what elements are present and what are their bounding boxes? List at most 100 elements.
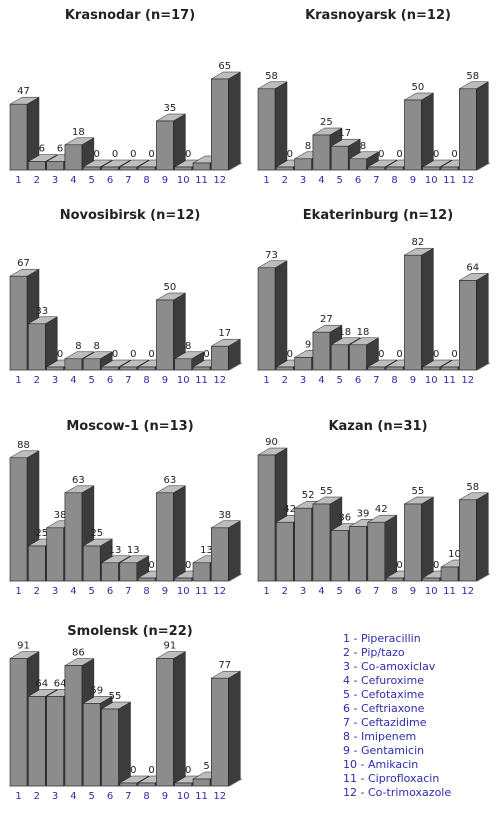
bar-side bbox=[274, 81, 288, 171]
x-tick-label: 5 bbox=[337, 375, 343, 386]
x-tick-label: 1 bbox=[15, 586, 21, 597]
x-tick-label: 4 bbox=[70, 791, 76, 802]
bar-value-label: 59 bbox=[90, 685, 103, 696]
bar-front bbox=[174, 166, 192, 171]
x-tick-label: 12 bbox=[213, 791, 226, 802]
chart-panel: Kazan (n=31) 90 1 42 2 52 3 55 4 36 5 39 6 42 7 0 8 55 9 0 1… bbox=[256, 419, 498, 614]
bar-value-label: 0 bbox=[112, 149, 118, 160]
bar-value-label: 0 bbox=[57, 349, 63, 360]
bar-value-label: 55 bbox=[412, 486, 425, 497]
bar-value-label: 8 bbox=[360, 141, 366, 152]
bar-value-label: 9 bbox=[305, 339, 311, 350]
x-tick-label: 8 bbox=[143, 791, 149, 802]
bar-value-label: 55 bbox=[320, 486, 333, 497]
x-tick-label: 7 bbox=[125, 586, 131, 597]
x-tick-label: 9 bbox=[162, 175, 168, 186]
bar-value-label: 10 bbox=[448, 549, 461, 560]
chart-title: Novosibirsk (n=12) bbox=[59, 208, 201, 223]
bar-front bbox=[137, 577, 156, 582]
bar-side bbox=[421, 247, 434, 371]
bar-value-label: 82 bbox=[412, 237, 425, 248]
x-tick-label: 2 bbox=[34, 791, 40, 802]
bar-value-label: 0 bbox=[185, 149, 191, 160]
bar-value-label: 13 bbox=[127, 545, 140, 556]
x-tick-label: 11 bbox=[195, 586, 208, 597]
bar-front bbox=[137, 366, 156, 371]
x-tick-label: 12 bbox=[213, 586, 226, 597]
bar-side bbox=[476, 492, 489, 582]
bar-front bbox=[211, 78, 229, 171]
x-tick-label: 11 bbox=[443, 375, 456, 386]
x-tick-label: 4 bbox=[70, 175, 76, 186]
bar-front bbox=[46, 696, 64, 787]
x-tick-label: 7 bbox=[125, 791, 131, 802]
chart-title: Kazan (n=31) bbox=[328, 419, 428, 434]
bar-value-label: 35 bbox=[164, 103, 177, 114]
bar-value-label: 55 bbox=[109, 691, 122, 702]
bar-front bbox=[211, 527, 229, 582]
x-tick-label: 8 bbox=[391, 586, 397, 597]
bar-value-label: 0 bbox=[433, 149, 439, 160]
charts-root: Krasnodar (n=17) 47 1 6 2 6 3 18 4 0 5 0 6 0 7 0 8 35 9 0 10… bbox=[8, 8, 498, 802]
bar bbox=[366, 514, 398, 582]
chart-title: Krasnodar (n=17) bbox=[64, 8, 196, 23]
bar-front bbox=[174, 577, 192, 582]
bar-value-label: 0 bbox=[396, 560, 402, 571]
bar-value-label: 0 bbox=[378, 149, 384, 160]
bar-front bbox=[101, 166, 119, 171]
x-tick-label: 5 bbox=[89, 586, 95, 597]
bar-front bbox=[312, 134, 331, 171]
bar-value-label: 63 bbox=[164, 475, 177, 486]
bar bbox=[210, 71, 242, 171]
x-tick-label: 3 bbox=[300, 175, 306, 186]
bar-front bbox=[211, 677, 229, 787]
chart-title: Moscow-1 (n=13) bbox=[66, 419, 194, 434]
bar-value-label: 8 bbox=[305, 141, 311, 152]
bar-front bbox=[367, 521, 386, 582]
bar-value-label: 6 bbox=[57, 144, 63, 155]
bar-value-label: 58 bbox=[466, 71, 479, 82]
bar-value-label: 0 bbox=[130, 349, 136, 360]
x-tick-label: 2 bbox=[34, 175, 40, 186]
bar bbox=[458, 272, 490, 371]
bar-front bbox=[422, 366, 440, 371]
bar-value-label: 91 bbox=[164, 641, 177, 652]
bar-front bbox=[440, 366, 459, 371]
bar-front bbox=[119, 166, 138, 171]
bar-value-label: 0 bbox=[378, 349, 384, 360]
bar-value-label: 0 bbox=[148, 765, 154, 776]
bar-front bbox=[349, 344, 367, 371]
x-tick-label: 8 bbox=[143, 586, 149, 597]
bar-side bbox=[228, 520, 241, 582]
bar-front bbox=[137, 782, 156, 787]
bar-value-label: 42 bbox=[375, 504, 388, 515]
x-tick-label: 10 bbox=[177, 586, 190, 597]
bar-value-label: 47 bbox=[17, 86, 30, 97]
bar-front bbox=[64, 665, 83, 787]
bar-value-label: 0 bbox=[148, 560, 154, 571]
bar bbox=[27, 316, 59, 371]
bar-value-label: 13 bbox=[109, 545, 122, 556]
bar-front bbox=[82, 166, 101, 171]
bar-value-label: 0 bbox=[396, 349, 402, 360]
bar-value-label: 0 bbox=[185, 560, 191, 571]
x-tick-label: 4 bbox=[70, 586, 76, 597]
x-tick-label: 6 bbox=[355, 586, 361, 597]
bar bbox=[155, 651, 187, 787]
x-tick-label: 1 bbox=[15, 375, 21, 386]
bar-value-label: 42 bbox=[283, 504, 296, 515]
x-tick-label: 9 bbox=[410, 175, 416, 186]
bar-side bbox=[173, 651, 186, 787]
bar-value-label: 33 bbox=[35, 306, 48, 317]
bar-value-label: 73 bbox=[265, 250, 278, 261]
bar bbox=[155, 485, 187, 582]
chart-panel: Krasnodar (n=17) 47 1 6 2 6 3 18 4 0 5 0 6 0 7 0 8 35 9 0 10… bbox=[8, 8, 250, 203]
x-tick-label: 7 bbox=[373, 586, 379, 597]
bar-front bbox=[174, 782, 192, 787]
bar-front bbox=[119, 562, 138, 582]
bar-front bbox=[349, 526, 367, 582]
bar-front bbox=[330, 530, 349, 582]
bar-value-label: 0 bbox=[451, 349, 457, 360]
